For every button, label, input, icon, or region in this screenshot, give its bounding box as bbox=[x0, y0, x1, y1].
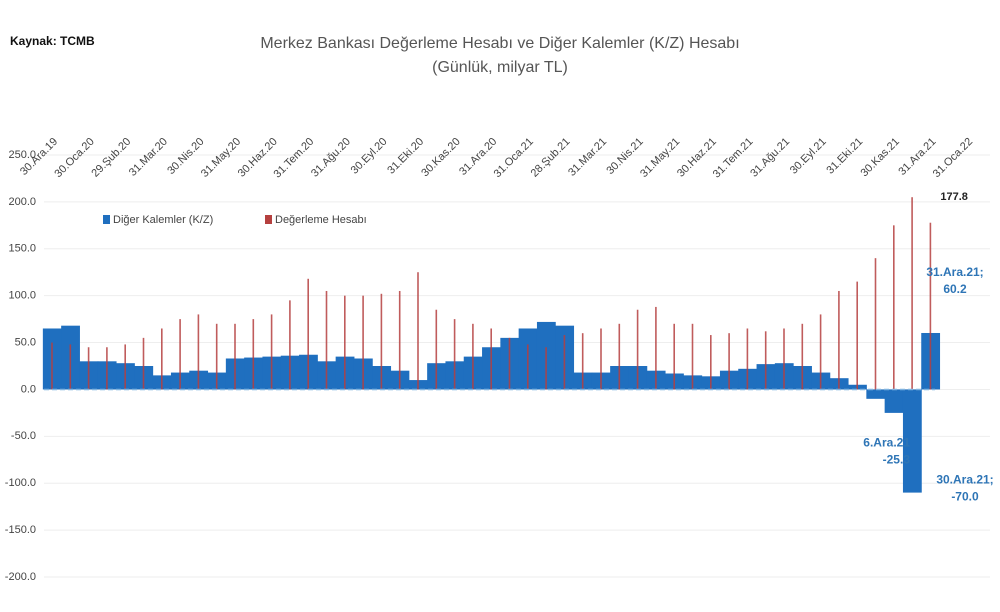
y-tick-label: 200.0 bbox=[8, 196, 36, 208]
bar bbox=[600, 328, 602, 390]
annotation-label: 30.Ara.21; bbox=[936, 472, 993, 486]
bar bbox=[417, 272, 419, 390]
bar bbox=[902, 389, 922, 493]
x-tick-label: 30.Kas.21 bbox=[858, 136, 902, 180]
value-label: 177.8 bbox=[940, 191, 968, 203]
source: Kaynak: TCMB bbox=[10, 34, 95, 48]
x-tick-label: 31.Ağu.20 bbox=[309, 136, 353, 180]
x-tick-label: 30.Oca.20 bbox=[52, 136, 96, 180]
bar bbox=[161, 328, 163, 390]
bar bbox=[874, 258, 877, 390]
chart-subtitle: (Günlük, milyar TL) bbox=[432, 59, 568, 76]
annotation-label: 31.Ara.21; bbox=[926, 265, 983, 279]
bar bbox=[893, 225, 895, 390]
bar bbox=[728, 333, 730, 390]
legend-label: Değerleme Hesabı bbox=[275, 214, 367, 226]
legend-swatch bbox=[265, 215, 272, 224]
bar bbox=[710, 335, 712, 390]
bar bbox=[234, 323, 236, 390]
y-tick-label: 50.0 bbox=[15, 336, 36, 348]
legend-swatch bbox=[103, 215, 110, 224]
bar bbox=[289, 300, 291, 390]
bar bbox=[746, 328, 749, 390]
bar bbox=[819, 314, 822, 390]
bar bbox=[884, 389, 904, 413]
bar bbox=[252, 319, 255, 390]
bar bbox=[527, 344, 529, 390]
bar bbox=[270, 314, 273, 390]
legend-label: Diğer Kalemler (K/Z) bbox=[113, 214, 213, 226]
bar bbox=[435, 309, 438, 390]
x-tick-label: 30.Kas.20 bbox=[419, 136, 463, 180]
bar bbox=[563, 335, 566, 390]
y-tick-label: 250.0 bbox=[8, 149, 36, 161]
bar bbox=[179, 319, 181, 390]
x-tick-label: 31.Mar.21 bbox=[566, 136, 609, 179]
bar bbox=[362, 295, 364, 390]
bar bbox=[508, 337, 511, 390]
bar bbox=[838, 290, 840, 390]
bar bbox=[691, 323, 694, 390]
annotation-label: 6.Ara.21 bbox=[863, 435, 910, 449]
bar bbox=[307, 278, 309, 390]
bar bbox=[618, 323, 621, 390]
y-tick-label: -150.0 bbox=[5, 524, 36, 536]
x-tick-label: 31.May.20 bbox=[199, 136, 243, 180]
x-tick-label: 31.Ağu.21 bbox=[748, 136, 792, 180]
bar bbox=[197, 314, 200, 390]
bar bbox=[124, 344, 126, 390]
x-tick-label: 28.Şub.21 bbox=[529, 136, 573, 180]
annotation-value: -70.0 bbox=[951, 489, 979, 503]
bar bbox=[453, 319, 456, 390]
bar bbox=[69, 344, 72, 390]
bar bbox=[673, 323, 675, 390]
chart-title: Merkez Bankası Değerleme Hesabı ve Diğer… bbox=[260, 35, 739, 52]
bar bbox=[856, 281, 858, 390]
bar bbox=[636, 309, 639, 390]
x-tick-label: 31.May.21 bbox=[638, 136, 682, 180]
x-tick-label: 31.Oca.21 bbox=[492, 136, 536, 180]
y-tick-label: -50.0 bbox=[11, 430, 36, 442]
x-tick-label: 31.Mar.20 bbox=[127, 136, 170, 179]
y-tick-label: 100.0 bbox=[8, 290, 36, 302]
bar bbox=[215, 323, 218, 390]
bar bbox=[142, 337, 145, 390]
bar bbox=[764, 331, 767, 390]
y-tick-label: 150.0 bbox=[8, 243, 36, 255]
y-tick-label: -200.0 bbox=[5, 571, 36, 583]
bar bbox=[655, 306, 657, 390]
x-tick-label: 31.Tem.20 bbox=[272, 136, 317, 181]
bar bbox=[87, 347, 90, 390]
bar bbox=[866, 389, 886, 399]
bar bbox=[490, 328, 492, 390]
bar bbox=[783, 328, 785, 390]
y-tick-label: 0.0 bbox=[21, 383, 36, 395]
x-tick-label: 29.Şub.20 bbox=[89, 136, 133, 180]
bar bbox=[545, 347, 547, 390]
annotation-value: -25.3 bbox=[883, 452, 911, 466]
bar bbox=[51, 342, 53, 390]
bar bbox=[380, 293, 383, 390]
bar bbox=[325, 290, 328, 390]
bar bbox=[398, 290, 401, 390]
annotation-value: 60.2 bbox=[943, 282, 967, 296]
bar bbox=[929, 222, 932, 390]
x-tick-label: 31.Oca.22 bbox=[931, 136, 975, 180]
bar bbox=[106, 347, 108, 390]
bar bbox=[911, 197, 913, 390]
bar bbox=[344, 295, 346, 390]
bar bbox=[581, 333, 584, 390]
bar bbox=[472, 323, 474, 390]
x-tick-label: 30.Eyl.21 bbox=[788, 136, 829, 177]
x-tick-label: 30.Eyl.20 bbox=[349, 136, 390, 177]
bar bbox=[801, 323, 804, 390]
x-tick-label: 31.Tem.21 bbox=[711, 136, 756, 181]
y-tick-label: -100.0 bbox=[5, 477, 36, 489]
